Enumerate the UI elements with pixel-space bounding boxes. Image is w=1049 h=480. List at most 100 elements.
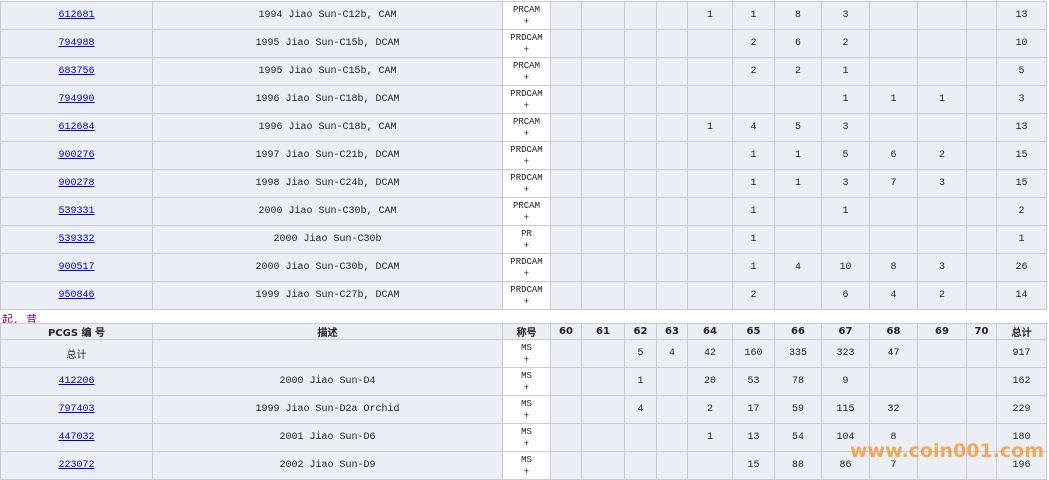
grade-empty xyxy=(687,169,733,198)
grade-count: 1 xyxy=(774,141,822,170)
designation-suffix: + xyxy=(523,72,530,83)
grade-empty xyxy=(869,29,918,58)
table-row: 900276 1997 Jiao Sun-C21b, DCAM PRDCAM +1 1 5… xyxy=(0,141,1047,170)
grade-empty xyxy=(656,1,688,30)
total-cell: 180 xyxy=(996,423,1047,452)
grade-empty xyxy=(581,85,625,114)
grade-empty xyxy=(550,395,582,424)
pcgs-id-link[interactable]: 612681 xyxy=(58,10,95,21)
grade-empty xyxy=(624,225,657,254)
grade-count: 2 xyxy=(917,141,967,170)
grade-empty xyxy=(656,423,688,452)
column-header: 描述 xyxy=(152,323,503,340)
grade-empty xyxy=(917,339,967,368)
description-cell: 1996 Jiao Sun-C18b, CAM xyxy=(152,113,503,142)
grade-empty xyxy=(656,29,688,58)
designation-suffix: + xyxy=(523,212,530,223)
total-cell: 2 xyxy=(996,197,1047,226)
designation-cell: PRDCAM + xyxy=(502,281,551,310)
pcgs-id-link[interactable]: 797403 xyxy=(58,404,95,415)
pcgs-id-link[interactable]: 683756 xyxy=(58,66,95,77)
pcgs-id-link[interactable]: 794988 xyxy=(58,38,95,49)
pcgs-id-link[interactable]: 612684 xyxy=(58,122,95,133)
pcgs-id-link[interactable]: 900278 xyxy=(58,178,95,189)
designation: PRDCAM xyxy=(510,284,543,295)
grade-empty xyxy=(550,225,582,254)
grade-empty xyxy=(656,141,688,170)
designation-suffix: + xyxy=(523,296,530,307)
pcgs-id-cell: 612684 xyxy=(0,113,153,142)
grade-count: 1 xyxy=(687,113,733,142)
pcgs-id-link[interactable]: 223072 xyxy=(58,460,95,471)
grade-empty xyxy=(966,1,997,30)
column-header: 66 xyxy=(774,323,822,340)
pcgs-id-link[interactable]: 900517 xyxy=(58,262,95,273)
grade-empty xyxy=(550,1,582,30)
total-cell: 917 xyxy=(996,339,1047,368)
designation: PRDCAM xyxy=(510,88,543,99)
pcgs-id-link[interactable]: 539331 xyxy=(58,206,95,217)
pcgs-id-link[interactable]: 539332 xyxy=(58,234,95,245)
pcgs-id-link[interactable]: 412206 xyxy=(58,376,95,387)
designation-cell: MS + xyxy=(502,395,551,424)
pcgs-id-cell: 539331 xyxy=(0,197,153,226)
grade-empty xyxy=(869,197,918,226)
grade-empty xyxy=(581,197,625,226)
grade-empty xyxy=(966,57,997,86)
grade-count: 2 xyxy=(687,395,733,424)
grade-empty xyxy=(550,253,582,282)
grade-empty xyxy=(687,197,733,226)
grade-count: 1 xyxy=(687,1,733,30)
total-cell: 162 xyxy=(996,367,1047,396)
designation-suffix: + xyxy=(523,466,530,477)
column-header: 60 xyxy=(550,323,582,340)
table-row: 900517 2000 Jiao Sun-C30b, DCAM PRDCAM +1 4 1… xyxy=(0,253,1047,282)
table-row: 794988 1995 Jiao Sun-C15b, DCAM PRDCAM +2 6 2… xyxy=(0,29,1047,58)
grade-empty xyxy=(774,281,822,310)
grade-count: 4 xyxy=(774,253,822,282)
grade-empty xyxy=(917,29,967,58)
description-cell: 1999 Jiao Sun-C27b, DCAM xyxy=(152,281,503,310)
grade-empty xyxy=(966,253,997,282)
designation-cell: MS + xyxy=(502,451,551,480)
grade-empty xyxy=(550,57,582,86)
pcgs-id-cell: 539332 xyxy=(0,225,153,254)
grade-empty xyxy=(732,85,775,114)
description-cell: 1999 Jiao Sun-D2a Orchid xyxy=(152,395,503,424)
grade-empty xyxy=(624,29,657,58)
grade-count: 10 xyxy=(821,253,870,282)
designation-cell: PRDCAM + xyxy=(502,253,551,282)
grade-empty xyxy=(966,141,997,170)
designation-suffix: + xyxy=(523,382,530,393)
grade-count: 1 xyxy=(774,169,822,198)
grade-empty xyxy=(869,1,918,30)
grade-count: 1 xyxy=(821,57,870,86)
grade-empty xyxy=(966,225,997,254)
pcgs-id-link[interactable]: 447032 xyxy=(58,432,95,443)
designation-cell: PRDCAM + xyxy=(502,85,551,114)
pcgs-id-link[interactable]: 900276 xyxy=(58,150,95,161)
description-cell: 1994 Jiao Sun-C12b, CAM xyxy=(152,1,503,30)
grade-count: 1 xyxy=(732,1,775,30)
grade-empty xyxy=(656,451,688,480)
grade-empty xyxy=(656,169,688,198)
pcgs-id-link[interactable]: 794990 xyxy=(58,94,95,105)
designation-suffix: + xyxy=(523,240,530,251)
grade-count: 160 xyxy=(732,339,775,368)
grade-empty xyxy=(550,281,582,310)
designation-cell: PRDCAM + xyxy=(502,29,551,58)
table-row: 794990 1996 Jiao Sun-C18b, DCAM PRDCAM +1 1 1… xyxy=(0,85,1047,114)
grade-empty xyxy=(550,367,582,396)
grade-count: 1 xyxy=(869,85,918,114)
grade-empty xyxy=(821,225,870,254)
grade-empty xyxy=(581,339,625,368)
grade-empty xyxy=(966,367,997,396)
grade-empty xyxy=(966,451,997,480)
grade-count: 6 xyxy=(821,281,870,310)
total-cell: 196 xyxy=(996,451,1047,480)
designation: MS xyxy=(521,398,532,409)
total-cell: 1 xyxy=(996,225,1047,254)
pcgs-id-link[interactable]: 950846 xyxy=(58,290,95,301)
grade-empty xyxy=(624,141,657,170)
grade-empty xyxy=(966,423,997,452)
